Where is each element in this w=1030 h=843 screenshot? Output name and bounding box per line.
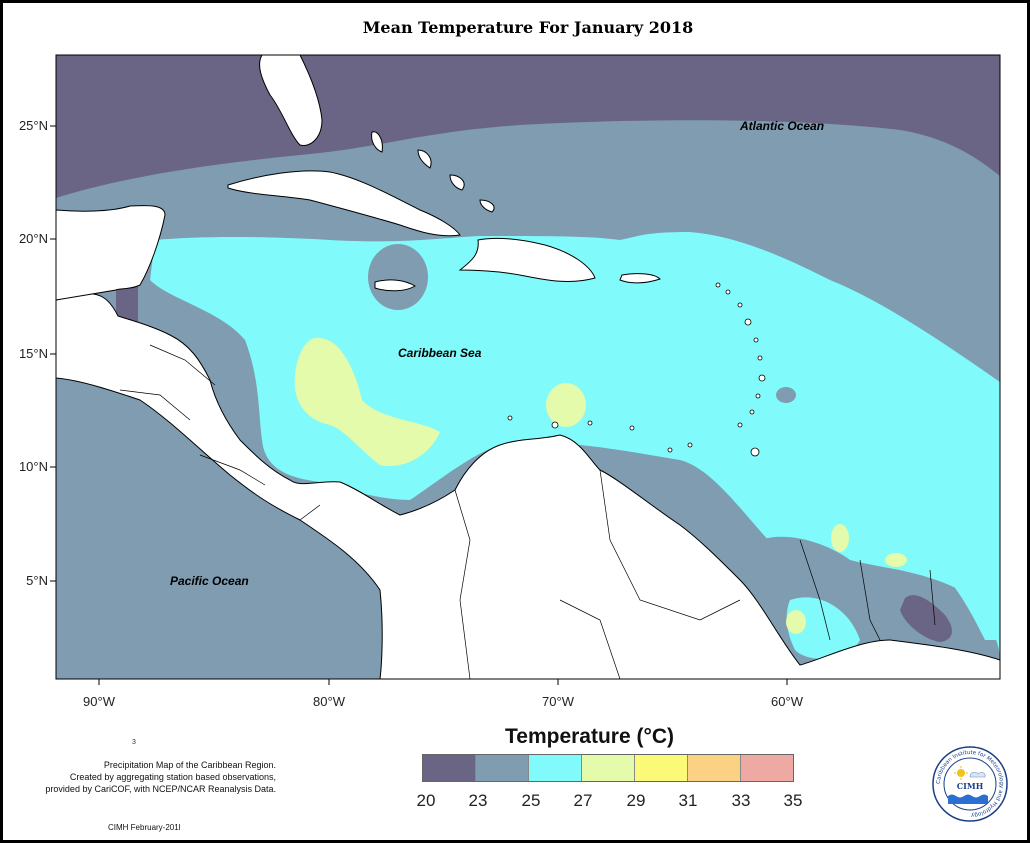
land-central-south-america [56,293,1000,679]
lat-label-25n: 25°N [18,118,48,133]
legend-swatch-27-29 [582,755,635,781]
logo-acronym: CIMH [957,781,984,791]
land-bahamas-1 [371,131,383,153]
temp-zone-27-29-suriname [885,553,907,567]
cimh-logo: Caribbean Institute for Meteorology and … [932,746,1008,822]
legend-tick-35: 35 [783,791,803,810]
notes-line-1: Precipitation Map of the Caribbean Regio… [103,760,276,770]
lon-label-60w: 60°W [771,694,803,709]
temp-zone-barbados [776,387,796,403]
legend-swatch-25-27 [529,755,582,781]
lon-label-80w: 80°W [313,694,345,709]
land-bahamas-3 [449,174,465,191]
temp-zone-guianas-25-27 [770,504,1000,640]
sun-icon [957,769,965,777]
notes-line-2: Created by aggregating station based obs… [69,772,276,782]
legend-tick-20: 20 [416,791,436,810]
legend-tick-31: 31 [678,791,698,810]
legend-tick-29: 29 [626,791,646,810]
label-atlantic-ocean: Atlantic Ocean [740,119,825,133]
lat-label-20n: 20°N [18,231,48,246]
land-jamaica [374,279,416,292]
lon-label-90w: 90°W [83,694,115,709]
temp-zone-jamaica-23-25 [368,244,428,310]
land-bahamas-2 [417,149,432,169]
legend-swatch-31-33 [688,755,741,781]
land-florida [259,55,323,147]
legend-swatch-20-23 [423,755,476,781]
land-cuba [227,170,461,237]
temp-zone-27-29-aruba [546,383,586,427]
stray-mark: 3 [132,739,136,746]
map-notes: Precipitation Map of the Caribbean Regio… [8,759,276,795]
legend-tick-33: 33 [731,791,751,810]
credit-line: CIMH February-201l [108,823,181,832]
lon-label-70w: 70°W [542,694,574,709]
lat-label-10n: 10°N [18,459,48,474]
borders [119,344,936,679]
legend-swatch-23-25 [476,755,529,781]
lat-label-5n: 5°N [26,573,48,588]
temp-zone-27-29-inland [786,610,806,634]
temp-zone-27-29-honduras-coast [294,337,440,466]
legend-tick-27: 27 [573,791,593,810]
temp-zone-27-29-guyana [831,524,849,552]
land-yucatan [56,205,166,301]
legend-tick-25: 25 [521,791,541,810]
cloud-icon [969,772,986,778]
legend-tick-23: 23 [468,791,488,810]
notes-line-3: provided by CariCOF, with NCEP/NCAR Rean… [45,784,276,794]
legend-title: Temperature (°C) [505,725,675,748]
land-bahamas-4 [479,199,495,213]
waves-icon [948,794,988,804]
temp-zone-suriname-20-23 [900,595,952,642]
lat-label-15n: 15°N [18,346,48,361]
label-caribbean-sea: Caribbean Sea [398,346,482,360]
land-puerto-rico [619,273,661,284]
legend-color-bar [422,754,794,782]
coastlines [56,55,1000,679]
axis-ticks [50,125,788,685]
map-border [55,54,1001,680]
map-title: Mean Temperature For January 2018 [362,18,694,37]
lesser-antilles [507,282,766,457]
legend-swatch-33-35 [741,755,793,781]
temp-zone-inland-25-27 [786,597,860,659]
legend-swatch-29-31 [635,755,688,781]
label-pacific-ocean: Pacific Ocean [170,574,249,588]
land-hispaniola [458,237,596,282]
